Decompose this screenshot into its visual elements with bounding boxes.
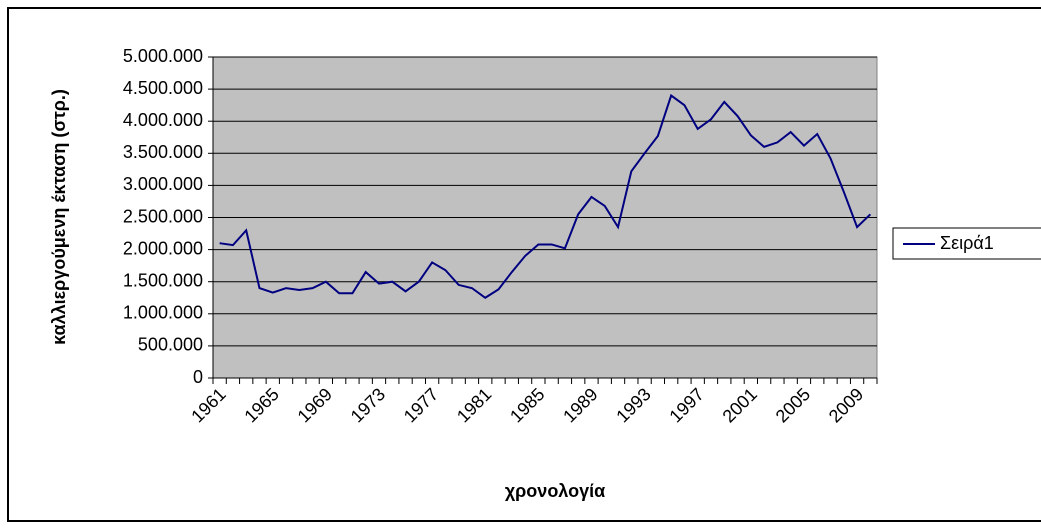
legend-label: Σειρά1: [940, 233, 994, 253]
y-tick-label: 2.500.000: [123, 206, 203, 226]
y-tick-label: 3.500.000: [123, 142, 203, 162]
y-tick-label: 5.000.000: [123, 46, 203, 66]
x-axis-title: χρονολογία: [505, 481, 605, 501]
y-tick-label: 0: [193, 367, 203, 387]
y-tick-label: 1.500.000: [123, 270, 203, 290]
y-tick-label: 3.000.000: [123, 174, 203, 194]
y-tick-label: 4.500.000: [123, 78, 203, 98]
line-series: [219, 93, 872, 299]
y-tick-label: 1.000.000: [123, 303, 203, 323]
y-axis-title: καλλιεργούμενη έκταση (στρ.): [49, 89, 69, 345]
y-tick-label: 4.000.000: [123, 110, 203, 130]
y-tick-label: 500.000: [138, 335, 203, 355]
y-tick-label: 2.000.000: [123, 238, 203, 258]
